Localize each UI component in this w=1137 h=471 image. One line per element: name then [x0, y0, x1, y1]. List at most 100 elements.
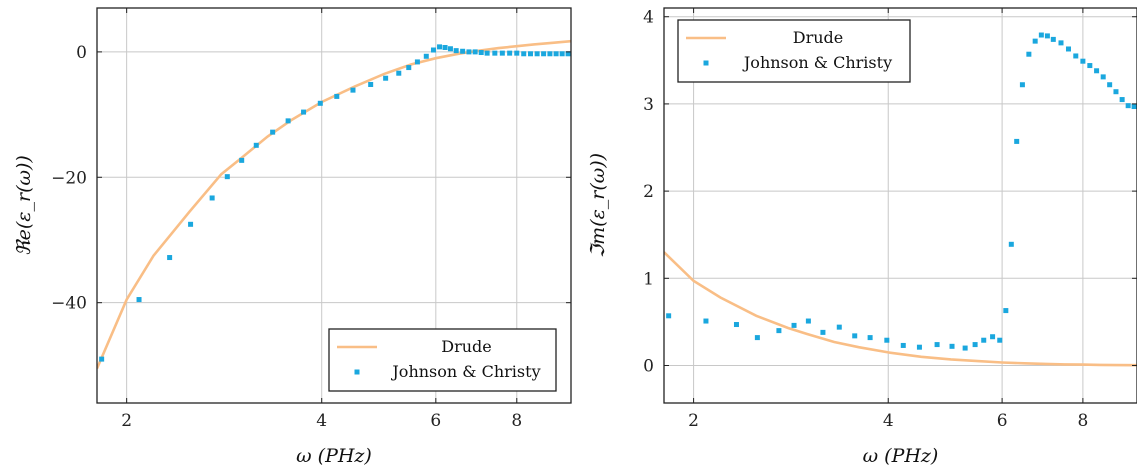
data-point-johnson-christy: [442, 45, 448, 50]
data-point-johnson-christy: [565, 51, 571, 57]
data-point-johnson-christy: [528, 51, 534, 57]
data-point-johnson-christy: [972, 342, 978, 348]
data-point-johnson-christy: [949, 343, 955, 349]
plot-frame: [663, 7, 1137, 404]
x-tick-label: 2: [688, 411, 699, 431]
data-point-johnson-christy: [368, 81, 374, 87]
x-tick-label: 6: [997, 411, 1008, 431]
data-point-johnson-christy: [484, 50, 490, 56]
data-point-johnson-christy: [534, 51, 540, 57]
chart-panel-2: 2 4 6 8 0 1 2 3 4 ω (PHz) ℑm(ε_r(ω)) Drude Johnson &…: [587, 7, 1137, 467]
data-point-johnson-christy: [301, 109, 307, 115]
chart-panel-1: 2 4 6 8 0 −20 −40 ω (PHz) ℜe(ε_r(ω)) Drude Johnson…: [13, 7, 572, 467]
data-point-johnson-christy: [466, 49, 472, 55]
legend-label: Johnson & Christy: [742, 53, 892, 72]
x-tick-label: 8: [511, 411, 522, 431]
legend-swatch-johnson-christy: [703, 60, 709, 66]
data-point-johnson-christy: [136, 297, 142, 303]
data-point-johnson-christy: [754, 335, 760, 341]
data-point-johnson-christy: [1038, 32, 1044, 38]
y-tick-label: −20: [51, 168, 87, 188]
data-point-johnson-christy: [1050, 36, 1056, 42]
data-point-johnson-christy: [1073, 53, 1079, 59]
data-point-johnson-christy: [836, 324, 842, 330]
data-point-johnson-christy: [990, 334, 996, 340]
data-point-johnson-christy: [547, 51, 553, 57]
data-point-johnson-christy: [224, 174, 230, 180]
data-point-johnson-christy: [334, 93, 340, 99]
x-tick-label: 4: [316, 411, 327, 431]
data-point-johnson-christy: [553, 51, 559, 57]
data-point-johnson-christy: [317, 100, 323, 106]
data-point-johnson-christy: [383, 75, 389, 81]
y-tick-label: 3: [643, 95, 654, 115]
series-line-drude: [97, 39, 571, 370]
data-point-johnson-christy: [541, 51, 547, 57]
legend-swatch-johnson-christy: [354, 369, 360, 375]
data-point-johnson-christy: [884, 337, 890, 343]
data-point-johnson-christy: [1125, 103, 1131, 109]
data-point-johnson-christy: [1026, 51, 1032, 57]
x-axis-label: ω (PHz): [863, 445, 939, 467]
data-point-johnson-christy: [962, 345, 968, 351]
data-point-johnson-christy: [981, 337, 987, 343]
y-tick-label: 2: [643, 182, 654, 202]
data-point-johnson-christy: [447, 46, 453, 52]
data-point-johnson-christy: [460, 48, 466, 54]
legend: Drude Johnson & Christy: [328, 328, 557, 392]
x-tick-label: 8: [1077, 411, 1088, 431]
y-tick-label: 0: [643, 357, 654, 377]
data-point-johnson-christy: [1100, 74, 1106, 80]
data-point-johnson-christy: [1003, 308, 1009, 314]
x-tick-label: 6: [430, 411, 441, 431]
data-point-johnson-christy: [472, 49, 478, 55]
data-point-johnson-christy: [1113, 89, 1119, 95]
data-point-johnson-christy: [453, 48, 459, 54]
data-point-johnson-christy: [396, 70, 402, 76]
y-axis-label: ℑm(ε_r(ω)): [587, 153, 609, 258]
data-point-johnson-christy: [1008, 241, 1014, 247]
data-point-johnson-christy: [507, 50, 513, 56]
data-point-johnson-christy: [285, 118, 291, 124]
data-point-johnson-christy: [1107, 82, 1113, 88]
plot-frame: [96, 7, 572, 404]
plot-area: [97, 39, 571, 370]
data-point-johnson-christy: [209, 195, 215, 201]
y-tick-label: −40: [51, 294, 87, 314]
data-point-johnson-christy: [406, 65, 412, 71]
series-line-drude: [664, 251, 1137, 367]
data-point-johnson-christy: [1065, 46, 1071, 52]
data-point-johnson-christy: [239, 157, 245, 163]
x-axis-label: ω (PHz): [296, 445, 372, 467]
data-point-johnson-christy: [1094, 68, 1100, 74]
x-tick-label: 4: [883, 411, 894, 431]
data-point-johnson-christy: [188, 221, 194, 227]
data-point-johnson-christy: [1119, 97, 1125, 103]
data-point-johnson-christy: [499, 50, 505, 56]
data-point-johnson-christy: [867, 335, 873, 341]
data-point-johnson-christy: [997, 337, 1003, 343]
legend-box: [328, 328, 557, 392]
legend-box: [677, 19, 911, 83]
data-point-johnson-christy: [270, 129, 276, 135]
data-point-johnson-christy: [1044, 33, 1050, 39]
data-point-johnson-christy: [791, 322, 797, 328]
data-point-johnson-christy: [1087, 63, 1093, 69]
data-point-johnson-christy: [514, 50, 520, 56]
data-point-johnson-christy: [521, 51, 527, 57]
legend-label: Drude: [441, 337, 492, 356]
data-point-johnson-christy: [1080, 58, 1086, 64]
data-point-johnson-christy: [253, 142, 259, 148]
x-tick-label: 2: [121, 411, 132, 431]
data-point-johnson-christy: [805, 318, 811, 324]
data-point-johnson-christy: [559, 51, 565, 57]
y-tick-label: 1: [643, 269, 654, 289]
data-point-johnson-christy: [776, 328, 782, 334]
data-point-johnson-christy: [852, 333, 858, 339]
data-point-johnson-christy: [733, 322, 739, 328]
y-tick-label: 4: [643, 8, 654, 28]
legend-label: Drude: [793, 28, 844, 47]
data-point-johnson-christy: [350, 87, 356, 93]
data-point-johnson-christy: [1058, 40, 1064, 46]
data-point-johnson-christy: [1019, 82, 1025, 88]
